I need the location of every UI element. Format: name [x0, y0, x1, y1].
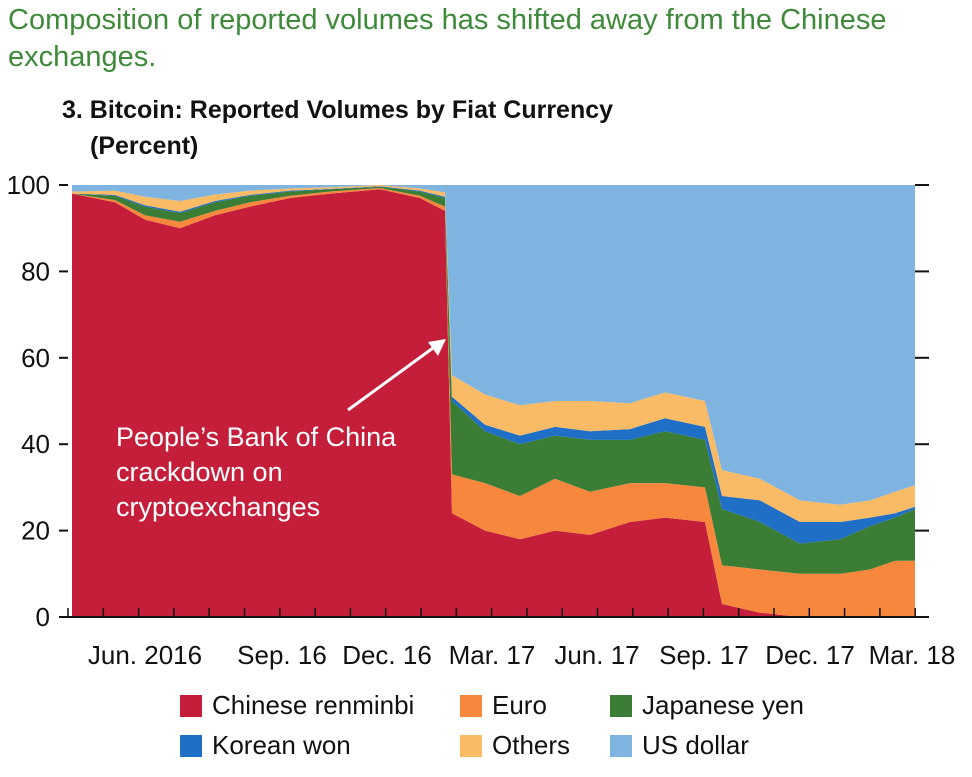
chart-axes: 0 20 40 60 80 100 Jun. 2016 Sep. 16 Dec. 16 Mar. …: [7, 170, 956, 670]
legend-label: Others: [492, 730, 571, 760]
x-tick-label: Mar. 17: [449, 640, 536, 670]
legend-item-us-dollar: US dollar: [610, 730, 749, 761]
area-chinese-renminbi: [72, 189, 915, 618]
legend-item-others: Others: [460, 730, 570, 761]
legend-label: Korean won: [212, 730, 351, 760]
annotation-text: crackdown on: [116, 457, 283, 487]
chart-subtitle: (Percent): [90, 132, 199, 160]
area-japanese-yen: [72, 186, 915, 574]
chart-title: 3. Bitcoin: Reported Volumes by Fiat Cur…: [62, 92, 613, 164]
annotation-text: cryptoexchanges: [116, 492, 320, 522]
legend-item-korean-won: Korean won: [180, 730, 351, 761]
y-tick-label: 100: [7, 170, 50, 200]
area-euro: [72, 188, 915, 617]
y-tick-label: 80: [21, 256, 50, 286]
x-tick-label: Mar. 18: [869, 640, 956, 670]
legend-label: Chinese renminbi: [212, 690, 415, 720]
y-tick-label: 0: [36, 602, 50, 632]
x-tick-label: Dec. 17: [765, 640, 855, 670]
legend-item-chinese-renminbi: Chinese renminbi: [180, 690, 414, 721]
x-tick-label: Jun. 2016: [88, 640, 202, 670]
legend-label: Euro: [492, 690, 547, 720]
x-tick-label: Sep. 17: [659, 640, 749, 670]
legend-item-euro: Euro: [460, 690, 547, 721]
y-tick-label: 40: [21, 429, 50, 459]
legend-swatch-japanese-yen: [610, 694, 632, 717]
legend-swatch-euro: [460, 694, 482, 717]
chart-title-text: 3. Bitcoin: Reported Volumes by Fiat Cur…: [62, 96, 614, 124]
stacked-area-chart: 0 20 40 60 80 100 Jun. 2016 Sep. 16 Dec. 16 Mar. …: [7, 170, 956, 670]
legend-item-japanese-yen: Japanese yen: [610, 690, 804, 721]
legend-swatch-chinese-renminbi: [180, 694, 202, 717]
legend-swatch-others: [460, 734, 482, 757]
legend-swatch-us-dollar: [610, 734, 632, 757]
legend-swatch-korean-won: [180, 734, 202, 757]
x-tick-label: Dec. 16: [342, 640, 432, 670]
annotation-text: People’s Bank of China: [116, 422, 397, 452]
annotation-arrowhead: [428, 339, 446, 356]
y-tick-label: 20: [21, 516, 50, 546]
x-tick-label: Sep. 16: [237, 640, 327, 670]
chart-areas: [72, 185, 915, 618]
chart-annotation: People’s Bank of China crackdown on crypto…: [116, 339, 446, 522]
legend-label: Japanese yen: [642, 690, 804, 720]
headline: Composition of reported volumes has shif…: [8, 4, 887, 73]
y-tick-label: 60: [21, 343, 50, 373]
area-us-dollar: [72, 185, 915, 505]
legend-label: US dollar: [642, 730, 749, 760]
x-tick-label: Jun. 17: [554, 640, 639, 670]
annotation-arrow-line: [347, 346, 434, 412]
